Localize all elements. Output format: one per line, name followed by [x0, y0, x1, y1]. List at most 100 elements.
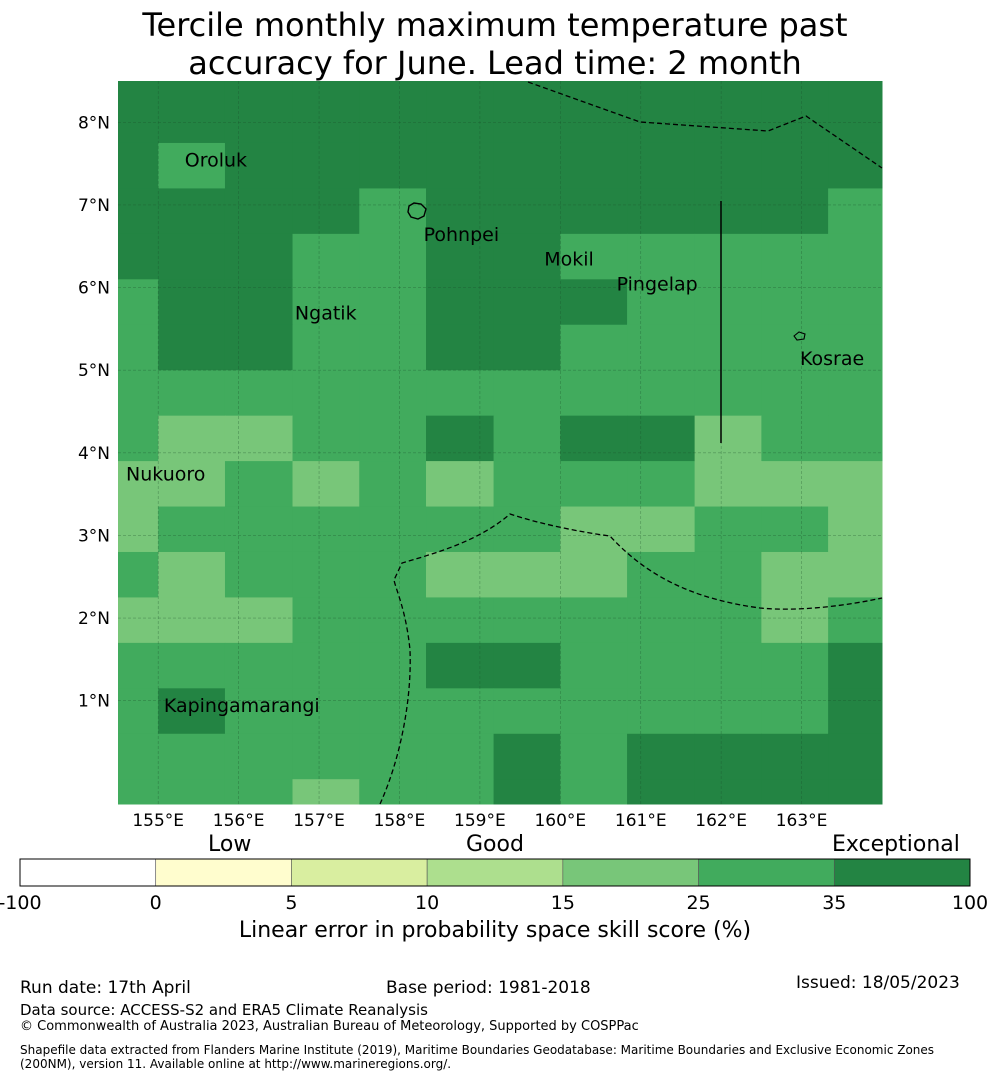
grid-cell: [118, 81, 159, 144]
grid-cell: [828, 81, 883, 144]
issued-date: Issued: 18/05/2023: [796, 973, 960, 993]
grid-cell: [426, 551, 495, 598]
grid-cell: [224, 688, 294, 735]
colorbar-tick-label: 5: [285, 892, 297, 914]
grid-cell: [359, 779, 427, 805]
grid-cell: [118, 642, 159, 689]
island-label: Ngatik: [295, 302, 357, 324]
grid-cell: [224, 233, 294, 280]
grid-cell: [292, 733, 360, 780]
grid-cell: [694, 642, 762, 689]
grid-cell: [224, 81, 294, 144]
grid-cell: [761, 188, 829, 235]
island-label: Mokil: [544, 249, 594, 271]
grid-cell: [761, 642, 829, 689]
grid-cell: [560, 233, 628, 280]
grid-cell: [292, 779, 360, 805]
grid-cell: [560, 597, 628, 644]
grid-cell: [426, 279, 495, 326]
grid-cell: [158, 188, 226, 235]
colorbar: -100 0 5 10 15 25 35 100: [0, 858, 988, 914]
colorbar-segment: [562, 858, 699, 887]
grid-cell: [118, 506, 159, 553]
lon-tick-label: 158°E: [374, 811, 426, 831]
lat-tick-label: 6°N: [78, 279, 110, 299]
grid-cell: [627, 81, 696, 144]
grid-cell: [118, 461, 159, 508]
grid-cell: [426, 370, 495, 417]
grid-cell: [828, 415, 883, 462]
lat-tick-label: 5°N: [78, 361, 110, 381]
grid-cell: [359, 642, 427, 689]
grid-cell: [694, 461, 762, 508]
grid-cell: [828, 642, 883, 689]
grid-cell: [627, 415, 696, 462]
grid-cell: [118, 733, 159, 780]
colorbar-segment: [698, 858, 835, 887]
grid-cell: [158, 597, 226, 644]
grid-cell: [118, 597, 159, 644]
lon-tick-label: 162°E: [695, 811, 747, 831]
grid-cell: [292, 461, 360, 508]
grid-cell: [560, 324, 628, 371]
colorbar-segment: [19, 858, 157, 887]
grid-cell: [493, 461, 561, 508]
grid-cell: [828, 188, 883, 235]
grid-cell: [224, 506, 294, 553]
grid-cell: [627, 688, 696, 735]
lon-tick-label: 156°E: [213, 811, 265, 831]
grid-cell: [560, 733, 628, 780]
grid-cell: [118, 142, 159, 189]
grid-cell: [694, 188, 762, 235]
grid-cell: [627, 233, 696, 280]
grid-cell: [493, 81, 561, 144]
grid-cell: [493, 324, 561, 371]
grid-cell: [761, 597, 829, 644]
grid-cell: [426, 688, 495, 735]
grid-cell: [761, 461, 829, 508]
grid-cell: [828, 233, 883, 280]
grid-cell: [828, 142, 883, 189]
grid-cell: [158, 279, 226, 326]
grid-cell: [158, 779, 226, 805]
grid-cell: [158, 370, 226, 417]
grid-cell: [426, 506, 495, 553]
grid-cell: [158, 506, 226, 553]
grid-cell: [426, 142, 495, 189]
grid-cell: [359, 461, 427, 508]
lon-tick-label: 163°E: [776, 811, 828, 831]
island-label: Nukuoro: [126, 463, 205, 485]
grid-cell: [560, 279, 628, 326]
grid-cell: [158, 415, 226, 462]
grid-cell: [118, 415, 159, 462]
grid-cell: [292, 688, 360, 735]
grid-cell: [761, 779, 829, 805]
grid-cell: [426, 81, 495, 144]
grid-cell: [560, 81, 628, 144]
grid-cell: [627, 142, 696, 189]
grid-cell: [761, 688, 829, 735]
grid-cell: [118, 551, 159, 598]
grid-cell: [292, 642, 360, 689]
grid-cell: [292, 506, 360, 553]
grid-cell: [359, 81, 427, 144]
grid-cell: [426, 233, 495, 280]
lon-tick-label: 157°E: [293, 811, 345, 831]
base-period: Base period: 1981-2018: [386, 978, 591, 998]
grid-cell: [761, 81, 829, 144]
grid-cell: [224, 551, 294, 598]
grid-cell: [694, 324, 762, 371]
grid-cell: [292, 81, 360, 144]
grid-cell: [426, 733, 495, 780]
grid-cell: [359, 597, 427, 644]
island-label: Kosrae: [800, 348, 864, 370]
grid-cell: [292, 597, 360, 644]
colorbar-segment: [426, 858, 564, 887]
grid-cell: [761, 279, 829, 326]
grid-cell: [560, 415, 628, 462]
grid-cell: [627, 461, 696, 508]
grid-cell: [627, 370, 696, 417]
grid-cell: [292, 279, 360, 326]
grid-cell: [493, 188, 561, 235]
map-title: Tercile monthly maximum temperature past…: [0, 6, 990, 82]
